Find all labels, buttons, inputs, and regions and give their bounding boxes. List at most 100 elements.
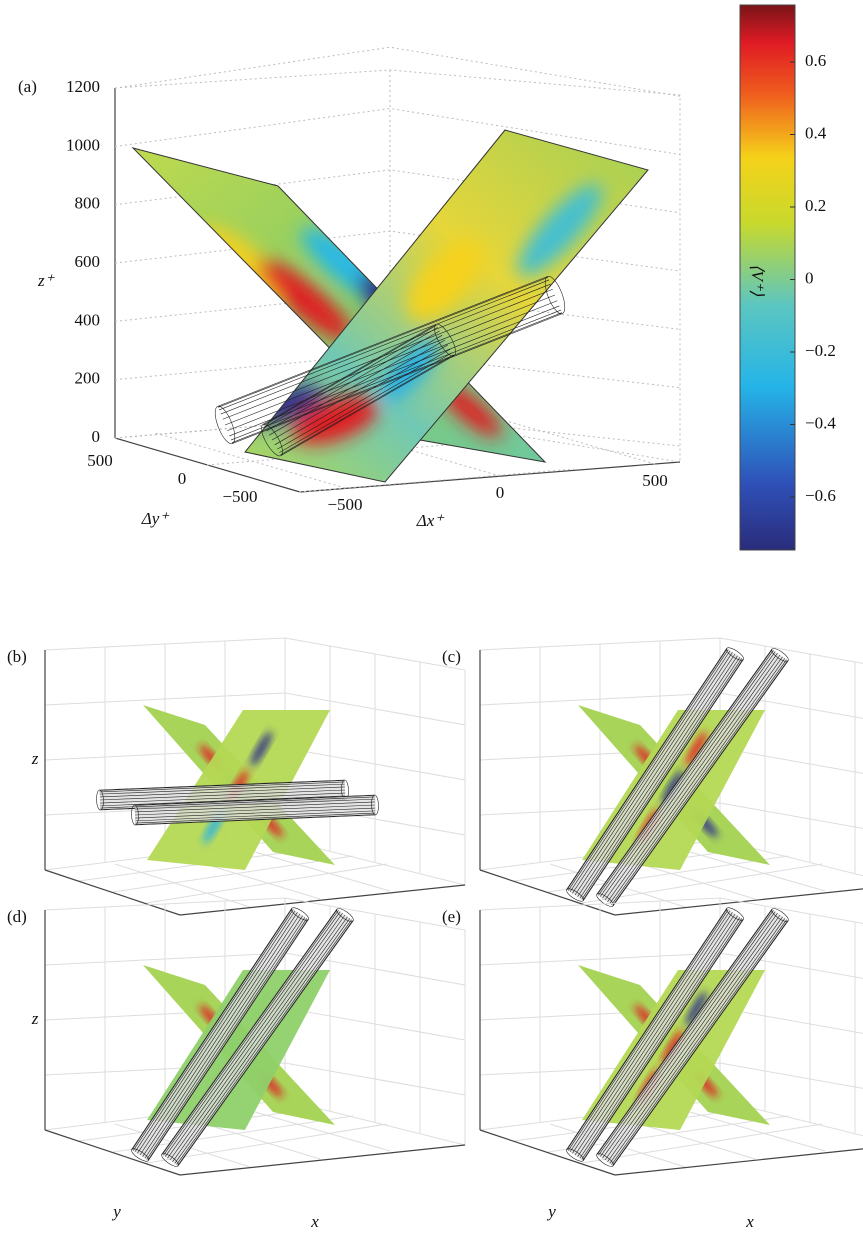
cylinder-line (566, 908, 727, 1150)
cylinder-end (596, 1153, 614, 1167)
cylinder-line (568, 649, 729, 891)
axis (44, 869, 181, 916)
axis-label: z (31, 1009, 39, 1028)
cylinder-end (131, 804, 139, 826)
cylinder-line (218, 279, 550, 411)
x-tick-label: −500 (327, 495, 362, 514)
colorbar-tick-label: 0 (805, 268, 814, 287)
y-tick-label: −500 (222, 487, 257, 506)
cylinder-line (169, 914, 346, 1161)
cylinder-line (99, 779, 345, 791)
cylinder-line (582, 919, 744, 1161)
cylinder-line (269, 334, 443, 436)
grid-line (479, 1062, 863, 1089)
cylinder-line (231, 312, 563, 443)
slice-feature (250, 731, 272, 767)
cylinder-line (579, 657, 741, 899)
cylinder-line (134, 910, 296, 1152)
cylinder-line (599, 651, 776, 897)
cylinder-line (100, 795, 346, 807)
cylinder-line (167, 913, 343, 1159)
cylinder-line (172, 916, 348, 1162)
panel-label: (e) (442, 907, 461, 926)
cylinder-line (611, 659, 787, 905)
axis (44, 1129, 181, 1176)
cylinder-line (574, 913, 736, 1156)
cylinder-end (771, 648, 789, 662)
grid-line (44, 1062, 466, 1096)
cylinder-line (597, 909, 773, 1155)
colorbar-tick-label: 0.6 (805, 51, 826, 70)
cylinder-line (566, 648, 728, 890)
cylinder-end (566, 888, 584, 902)
cylinder-line (217, 276, 548, 407)
axis (179, 1144, 466, 1176)
cylinder-line (604, 914, 781, 1161)
axis-label: Δy⁺ (141, 509, 171, 528)
cylinder-line (134, 796, 375, 808)
cylinder-line (99, 786, 345, 798)
cylinder-line (604, 654, 781, 901)
cylinder-end (96, 789, 104, 811)
cylinder-line (572, 912, 733, 1154)
cylinder-line (134, 794, 375, 806)
cylinder-line (177, 920, 353, 1166)
cylinder-line (602, 653, 778, 899)
cylinder-line (232, 313, 563, 444)
z-tick-label: 600 (75, 252, 101, 271)
cylinder-end (291, 907, 309, 921)
grid-line (114, 46, 681, 97)
cylinder-line (572, 652, 733, 894)
panel-label: (a) (18, 77, 37, 96)
cylinder-line (607, 916, 783, 1162)
grid-line (114, 230, 681, 272)
colorbar-label: ⟨V⁺⟩ (748, 264, 767, 297)
small-panel: (d) z y x (7, 897, 466, 1231)
cylinder-line (146, 918, 307, 1160)
cylinder-line (612, 920, 788, 1166)
cylinder-line (266, 330, 440, 432)
grid-line (581, 863, 823, 904)
cylinder-end (434, 323, 456, 357)
cylinder-end (214, 405, 236, 445)
axis-label: y (111, 1202, 121, 1221)
cylinder-line (602, 913, 778, 1159)
grid-line (114, 107, 681, 155)
axis (614, 1148, 863, 1176)
cylinder-line (612, 660, 789, 906)
cylinder-line (609, 658, 786, 904)
cylinder-line (148, 919, 309, 1161)
axis-label: y (546, 1202, 556, 1221)
slice-feature (685, 731, 707, 767)
grid-line (112, 855, 354, 893)
cylinder-line (566, 648, 727, 890)
cylinder-line (611, 919, 787, 1165)
cylinder-line (264, 327, 438, 428)
cylinder-line (612, 920, 789, 1166)
grid-line (44, 692, 466, 726)
cylinder-line (135, 814, 376, 826)
cylinder-end (161, 1153, 179, 1167)
axis (479, 869, 616, 916)
cylinder-line (135, 812, 376, 824)
colorbar (739, 4, 796, 551)
grid-line (689, 851, 826, 892)
cylinder-line (574, 653, 736, 896)
cylinder-line (598, 910, 774, 1156)
cylinder-line (227, 300, 558, 432)
z-tick-label: 400 (75, 310, 101, 329)
small-panel: (c) (442, 637, 863, 916)
cylinder-line (582, 659, 744, 901)
cylinder-line (134, 804, 376, 816)
cylinder-line (568, 909, 729, 1151)
colorbar-tick-label: −0.4 (805, 413, 836, 432)
colorbar-tick-label: 0.2 (805, 196, 826, 215)
axis-label: Δx⁺ (416, 511, 446, 530)
cylinder-line (99, 780, 345, 791)
cylinder-line (137, 912, 298, 1154)
cylinder-line (607, 656, 783, 902)
slice-feature (250, 991, 272, 1027)
cylinder-end (371, 794, 379, 816)
cylinder-line (217, 277, 549, 408)
